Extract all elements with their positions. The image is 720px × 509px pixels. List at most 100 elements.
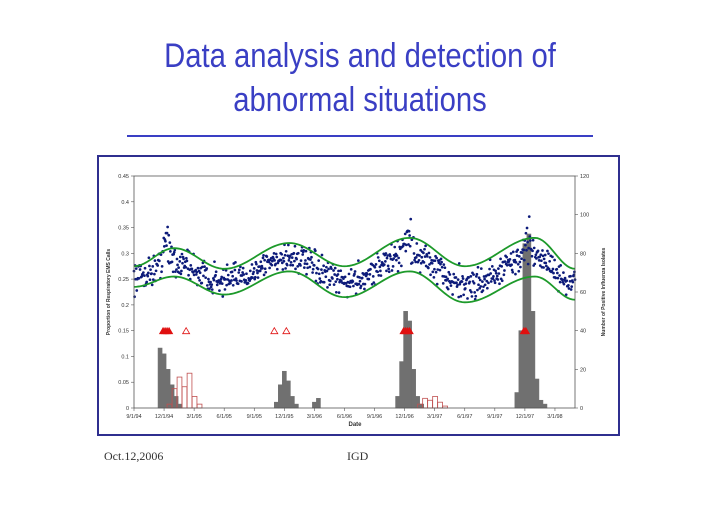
ems-data-point bbox=[205, 267, 209, 270]
x-tick-label: 9/1/95 bbox=[247, 414, 262, 420]
x-tick-label: 6/1/95 bbox=[217, 414, 232, 420]
ems-data-point bbox=[321, 271, 324, 275]
ems-data-point bbox=[409, 217, 413, 221]
ems-data-point bbox=[407, 243, 410, 246]
x-tick-label: 9/1/94 bbox=[126, 414, 141, 420]
ems-data-point bbox=[135, 289, 139, 292]
x-tick-label: 6/1/97 bbox=[457, 414, 472, 420]
alert-marker-filled bbox=[164, 326, 174, 335]
influenza-bar bbox=[157, 347, 163, 409]
ems-data-point bbox=[486, 286, 489, 290]
ems-data-point bbox=[454, 276, 458, 279]
left-tick-label: 0.2 bbox=[121, 303, 129, 309]
ems-data-point bbox=[505, 255, 508, 259]
left-tick-label: 0.25 bbox=[118, 277, 129, 283]
ems-data-point bbox=[219, 277, 223, 281]
ems-data-point bbox=[180, 252, 184, 256]
ems-data-point bbox=[391, 265, 395, 268]
influenza-bar bbox=[526, 233, 532, 409]
ems-data-point bbox=[377, 259, 381, 263]
ems-data-point bbox=[284, 267, 287, 270]
influenza-bar bbox=[161, 353, 167, 409]
lower-threshold-line bbox=[133, 270, 576, 304]
ems-data-point bbox=[508, 258, 512, 261]
ems-data-point bbox=[304, 259, 307, 262]
ems-data-point bbox=[442, 263, 446, 266]
ems-data-point bbox=[236, 282, 240, 286]
ems-data-point bbox=[331, 277, 334, 280]
influenza-bar bbox=[312, 401, 317, 409]
ems-data-point bbox=[317, 272, 321, 276]
influenza-bar bbox=[542, 403, 548, 409]
ems-data-point bbox=[563, 276, 567, 280]
ems-data-point bbox=[146, 274, 150, 278]
ems-data-point bbox=[400, 264, 403, 268]
ems-data-point bbox=[224, 277, 227, 281]
ems-data-point bbox=[393, 245, 397, 249]
ems-data-point bbox=[489, 272, 493, 275]
ems-data-point bbox=[468, 280, 472, 284]
ems-data-point bbox=[418, 254, 421, 257]
ems-data-point bbox=[443, 266, 447, 270]
ems-data-point bbox=[527, 246, 531, 250]
ems-data-point bbox=[293, 244, 297, 248]
ems-data-point bbox=[311, 267, 315, 271]
ems-data-point bbox=[382, 263, 386, 266]
ems-data-point bbox=[255, 262, 258, 266]
ems-data-point bbox=[353, 272, 356, 276]
ems-data-point bbox=[472, 273, 475, 276]
ems-data-point bbox=[529, 239, 532, 242]
ems-data-point bbox=[387, 270, 391, 274]
x-tick-label: 12/1/94 bbox=[155, 414, 173, 420]
ems-data-point bbox=[422, 261, 426, 264]
ems-data-point bbox=[541, 249, 544, 252]
ems-data-point bbox=[328, 283, 332, 287]
ems-data-point bbox=[284, 249, 288, 253]
influenza-bar bbox=[514, 392, 520, 409]
influenza-bar bbox=[173, 396, 179, 409]
ems-data-point bbox=[447, 270, 451, 274]
ems-data-point bbox=[309, 258, 312, 261]
ems-data-point bbox=[448, 273, 452, 276]
ems-data-point bbox=[378, 265, 382, 269]
ems-data-point bbox=[262, 254, 265, 257]
influenza-bar bbox=[395, 396, 400, 409]
ems-data-point bbox=[463, 287, 467, 290]
ems-data-point bbox=[208, 287, 211, 291]
ems-data-point bbox=[143, 266, 147, 270]
ems-data-point bbox=[556, 271, 559, 275]
x-tick-label: 9/1/96 bbox=[367, 414, 382, 420]
slide-title-line-2: abnormal situations bbox=[233, 81, 487, 119]
ems-data-point bbox=[212, 278, 216, 282]
ems-data-point bbox=[245, 272, 248, 276]
ems-data-point bbox=[314, 279, 318, 283]
ems-data-point bbox=[200, 281, 204, 285]
ems-data-point bbox=[264, 270, 268, 274]
ems-data-point bbox=[477, 276, 481, 280]
ems-data-point bbox=[210, 288, 214, 291]
left-tick-label: 0.1 bbox=[121, 354, 129, 360]
ems-data-point bbox=[223, 288, 227, 291]
ems-data-point bbox=[283, 253, 287, 257]
chart-axes: 0 0.05 0.1 0.15 0.2 0.25 0.3 0.35 0.4 0.45 0 20 40 60… bbox=[118, 174, 589, 420]
ems-data-point bbox=[433, 259, 437, 263]
influenza-bar bbox=[419, 403, 424, 409]
ems-data-point bbox=[194, 273, 198, 276]
ems-data-point bbox=[565, 279, 569, 283]
ems-data-point bbox=[231, 274, 235, 278]
ems-data-point bbox=[322, 280, 326, 284]
ems-data-point bbox=[166, 225, 169, 229]
ems-data-point bbox=[365, 272, 369, 276]
secondary-bar bbox=[427, 399, 433, 409]
ems-data-point bbox=[460, 280, 464, 283]
right-tick-label: 20 bbox=[580, 367, 586, 373]
ems-data-point bbox=[481, 280, 484, 283]
ems-data-point bbox=[481, 289, 485, 292]
left-tick-label: 0 bbox=[126, 406, 129, 412]
ems-data-point bbox=[425, 255, 429, 258]
ems-data-point bbox=[316, 267, 320, 271]
ems-data-point bbox=[363, 287, 366, 291]
ems-data-point bbox=[427, 251, 431, 255]
ems-data-point bbox=[153, 259, 157, 263]
ems-data-point bbox=[558, 274, 561, 277]
